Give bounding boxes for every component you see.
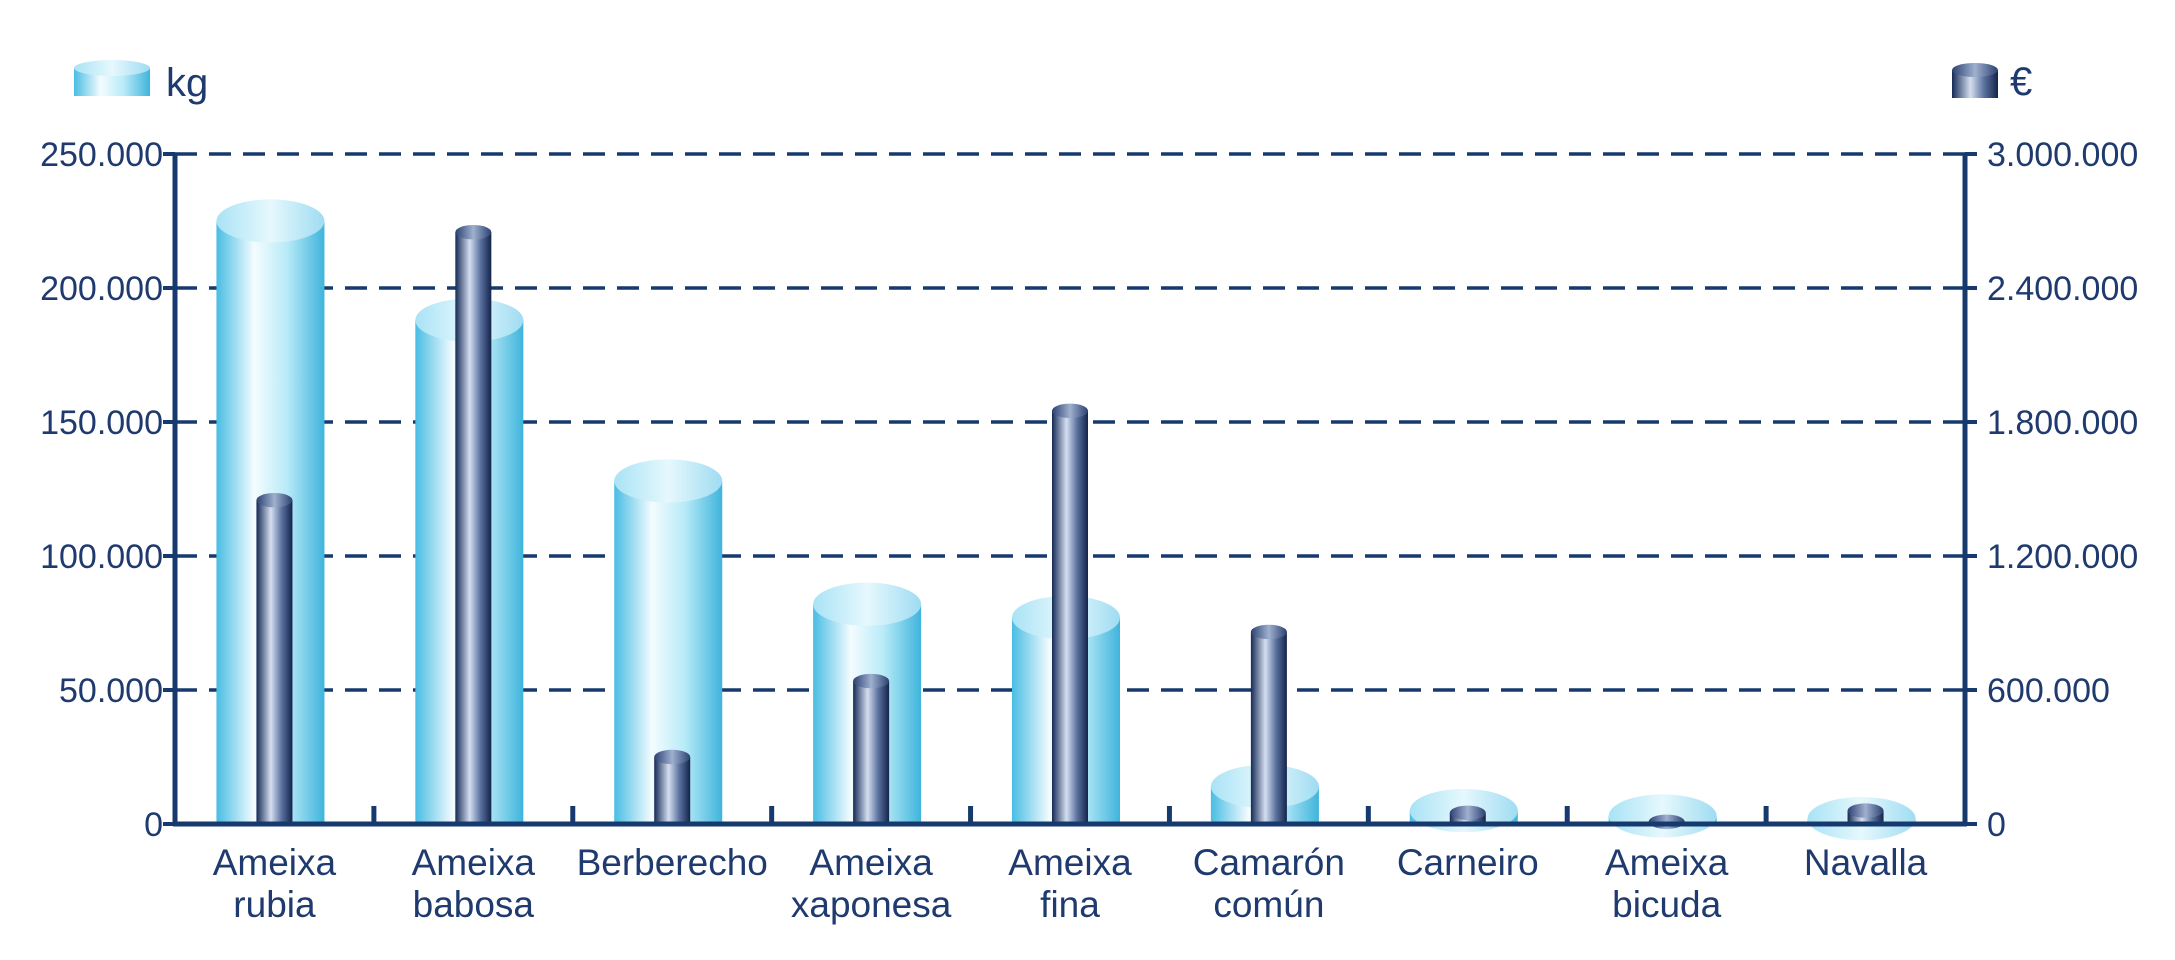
bar-eur-body bbox=[853, 681, 890, 824]
left-tick-label: 250.000 bbox=[40, 136, 163, 174]
right-tick-label: 0 bbox=[1987, 806, 2006, 844]
bar-eur bbox=[1250, 624, 1287, 824]
right-tick-label: 1.800.000 bbox=[1987, 404, 2138, 442]
bar-eur bbox=[853, 673, 890, 824]
right-tick-label: 1.200.000 bbox=[1987, 538, 2138, 576]
bar-eur-body bbox=[1250, 631, 1287, 824]
category-label: Ameixa rubia bbox=[213, 842, 337, 925]
category-labels: Ameixa rubia Ameixa babosa Berberecho Ameixa x… bbox=[213, 842, 1928, 925]
legend-eur-swatch-top bbox=[1952, 63, 1998, 77]
bar-kg-cap bbox=[813, 582, 922, 626]
left-tick-label: 150.000 bbox=[40, 404, 163, 442]
legend-kg-swatch-top bbox=[74, 60, 150, 76]
bar-eur-cap bbox=[1052, 403, 1088, 419]
bar-eur-cap bbox=[1449, 805, 1486, 821]
bar-eur-body bbox=[256, 500, 293, 824]
bar-eur bbox=[654, 749, 691, 824]
bar-eur bbox=[455, 224, 492, 824]
left-tick-label: 50.000 bbox=[59, 672, 163, 710]
right-axis-tick-labels: 0 600.000 1.200.000 1.800.000 2.400.000 3.000… bbox=[1987, 136, 2138, 844]
bar-eur bbox=[1847, 803, 1884, 824]
left-tick-label: 0 bbox=[144, 806, 163, 844]
bar-kg-cap bbox=[614, 459, 723, 503]
legend-kg: kg bbox=[74, 60, 208, 105]
category-label: Berberecho bbox=[577, 842, 768, 883]
bar-kg bbox=[614, 459, 723, 824]
bar-eur-cap bbox=[455, 224, 492, 240]
bar-kg-cap bbox=[216, 199, 325, 243]
legend-eur-label: € bbox=[2010, 60, 2032, 104]
category-label: Ameixa fina bbox=[1008, 842, 1132, 925]
right-tick-label: 600.000 bbox=[1987, 672, 2110, 710]
category-label: Ameixa babosa bbox=[412, 842, 536, 925]
category-label: Ameixa bicuda bbox=[1605, 842, 1729, 925]
bar-eur bbox=[1052, 403, 1088, 824]
left-tick-label: 200.000 bbox=[40, 270, 163, 308]
bar-eur-cap bbox=[1250, 624, 1287, 640]
category-label: Camarón común bbox=[1193, 842, 1345, 925]
bar-eur-cap bbox=[853, 673, 890, 689]
bar-eur-body bbox=[654, 757, 691, 824]
bars-layer bbox=[216, 199, 1916, 841]
axes bbox=[163, 152, 1977, 827]
category-label: Carneiro bbox=[1397, 842, 1539, 883]
left-axis-tick-labels: 0 50.000 100.000 150.000 200.000 250.000 bbox=[40, 136, 163, 844]
bar-eur-body bbox=[455, 232, 492, 824]
category-label: Ameixa xaponesa bbox=[791, 842, 952, 925]
category-label: Navalla bbox=[1804, 842, 1928, 883]
right-tick-label: 3.000.000 bbox=[1987, 136, 2138, 174]
bar-kg-body bbox=[614, 480, 723, 824]
bar-eur-body bbox=[1052, 410, 1088, 824]
bar-eur-cap bbox=[256, 492, 293, 508]
bar-eur bbox=[256, 492, 293, 824]
bar-eur bbox=[1449, 805, 1486, 824]
bar-eur-cap bbox=[654, 749, 691, 765]
right-tick-label: 2.400.000 bbox=[1987, 270, 2138, 308]
legend-eur: € bbox=[1952, 60, 2032, 104]
bar-eur-cap bbox=[1847, 803, 1884, 818]
legend-kg-label: kg bbox=[166, 61, 208, 105]
left-tick-label: 100.000 bbox=[40, 538, 163, 576]
